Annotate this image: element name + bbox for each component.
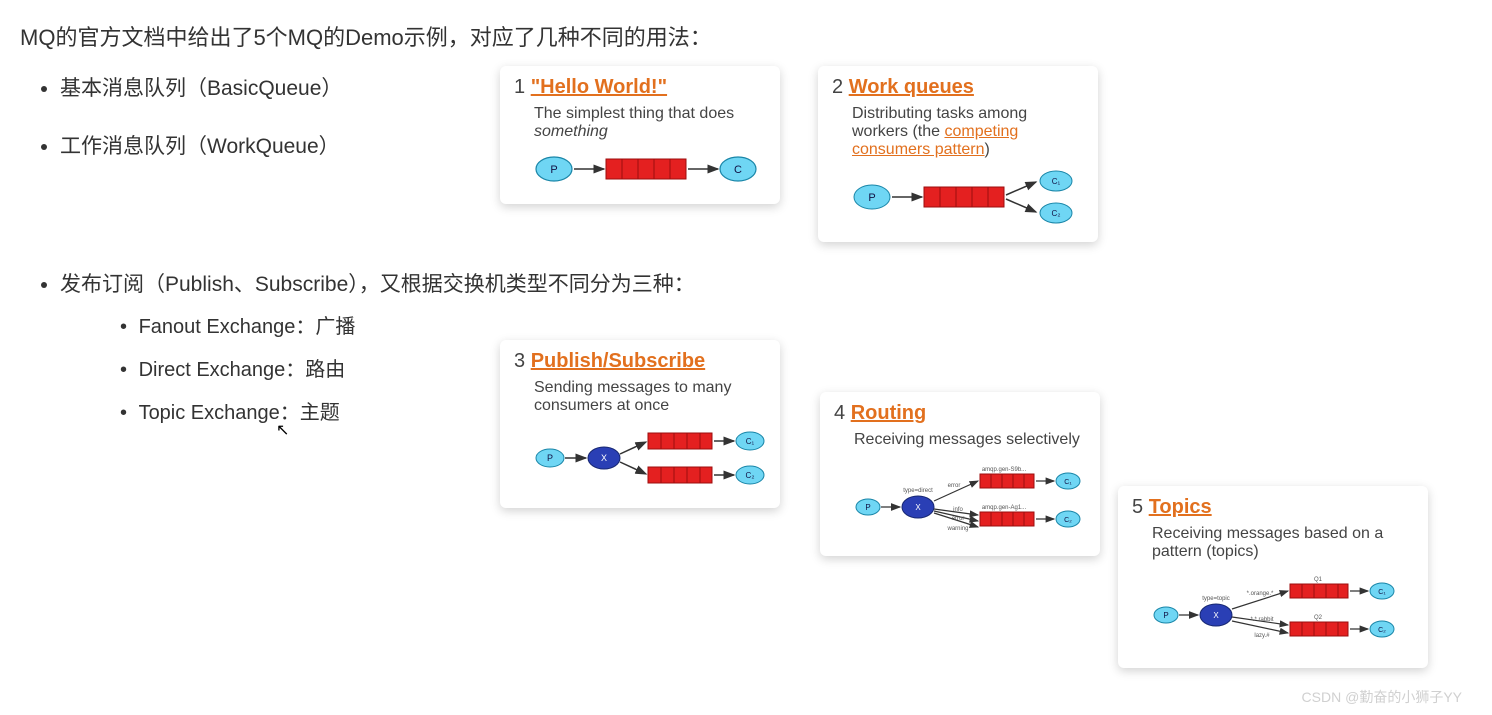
card5-diagram: P X type=topic *.orange.* *.*.rabbit laz… — [1152, 571, 1414, 656]
c4-q1-label: amqp.gen-S9b... — [982, 467, 1027, 473]
card5-link[interactable]: Topics — [1149, 496, 1212, 518]
svg-text:P: P — [547, 453, 553, 463]
card-hello-world: 1 "Hello World!" The simplest thing that… — [500, 66, 780, 204]
card3-link[interactable]: Publish/Subscribe — [531, 350, 705, 372]
watermark: CSDN @勤奋的小狮子YY — [1302, 687, 1462, 707]
card4-diagram: P X type=direct error info error warning… — [854, 459, 1086, 544]
svg-text:C₁: C₁ — [746, 437, 755, 446]
svg-text:C₂: C₂ — [1052, 209, 1061, 218]
c5-r3: lazy.# — [1254, 633, 1270, 639]
card3-desc: Sending messages to many consumers at on… — [534, 379, 766, 415]
card-topics: 5 Topics Receiving messages based on a p… — [1118, 486, 1428, 668]
sub-fanout: Fanout Exchange：广播 — [120, 310, 1472, 339]
c4-r1: error — [948, 483, 961, 489]
svg-text:X: X — [915, 503, 921, 512]
card2-desc: Distributing tasks among workers (the co… — [852, 105, 1084, 159]
c4-q2-label: amqp.gen-Ag1... — [982, 505, 1027, 511]
svg-text:C₁: C₁ — [1052, 177, 1061, 186]
svg-text:P: P — [550, 164, 557, 176]
card1-desc-em: something — [534, 123, 608, 140]
card1-link[interactable]: "Hello World!" — [531, 76, 667, 98]
svg-text:C: C — [734, 164, 742, 176]
svg-text:X: X — [1213, 611, 1219, 620]
c5-r1: *.orange.* — [1247, 591, 1274, 597]
c4-r3: error — [952, 516, 965, 522]
bullet-pubsub-text: 发布订阅（Publish、Subscribe），又根据交换机类型不同分为三种： — [60, 273, 695, 296]
card2-link[interactable]: Work queues — [849, 76, 974, 98]
card3-heading: 3 Publish/Subscribe — [514, 350, 766, 373]
svg-text:P: P — [865, 503, 870, 512]
card1-heading: 1 "Hello World!" — [514, 76, 766, 99]
card2-desc-b: ) — [985, 141, 990, 158]
card-work-queues: 2 Work queues Distributing tasks among w… — [818, 66, 1098, 242]
c4-r4: warning — [946, 526, 968, 532]
card2-num: 2 — [832, 76, 843, 98]
c4-exchange-label: type=direct — [903, 488, 933, 494]
c5-q2-label: Q2 — [1314, 615, 1323, 621]
sub-topic: Topic Exchange：主题 — [120, 396, 1472, 425]
svg-text:C₁: C₁ — [1378, 589, 1386, 596]
card3-diagram: P X C₁ C₂ — [534, 425, 766, 496]
card5-heading: 5 Topics — [1132, 496, 1414, 519]
card3-num: 3 — [514, 350, 525, 372]
c5-q1-label: Q1 — [1314, 577, 1323, 583]
card4-link[interactable]: Routing — [851, 402, 927, 424]
cursor-icon: ↖ — [276, 420, 289, 440]
svg-text:C₁: C₁ — [1064, 479, 1072, 486]
sub-direct: Direct Exchange：路由 — [120, 353, 1472, 382]
card4-desc: Receiving messages selectively — [854, 431, 1086, 449]
svg-text:C₂: C₂ — [1378, 627, 1386, 634]
svg-text:C₂: C₂ — [1064, 517, 1072, 524]
intro-text: MQ的官方文档中给出了5个MQ的Demo示例，对应了几种不同的用法： — [20, 20, 1472, 52]
svg-text:P: P — [1163, 611, 1168, 620]
c4-r2: info — [953, 507, 963, 513]
svg-text:C₂: C₂ — [746, 471, 755, 480]
card1-num: 1 — [514, 76, 525, 98]
card2-heading: 2 Work queues — [832, 76, 1084, 99]
card2-diagram: P C₁ C₂ — [852, 169, 1084, 230]
c5-r2: *.*.rabbit — [1250, 617, 1273, 623]
card5-desc: Receiving messages based on a pattern (t… — [1152, 525, 1414, 561]
svg-text:X: X — [601, 453, 607, 463]
card-routing: 4 Routing Receiving messages selectively… — [820, 392, 1100, 556]
card1-desc: The simplest thing that does something — [534, 105, 766, 141]
c5-exchange-label: type=topic — [1202, 596, 1230, 602]
card4-num: 4 — [834, 402, 845, 424]
card4-heading: 4 Routing — [834, 402, 1086, 425]
card1-diagram: P C — [534, 151, 766, 192]
card-pubsub: 3 Publish/Subscribe Sending messages to … — [500, 340, 780, 508]
svg-text:P: P — [868, 192, 875, 204]
card1-desc-a: The simplest thing that does — [534, 105, 734, 122]
card5-num: 5 — [1132, 496, 1143, 518]
